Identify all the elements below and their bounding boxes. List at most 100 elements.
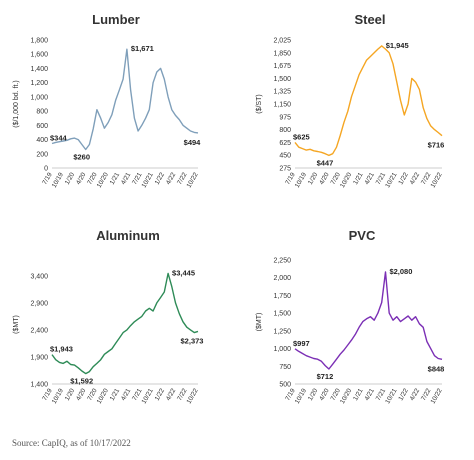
y-tick-label: 2,250 <box>273 258 291 265</box>
x-tick-label: 10/20 <box>339 171 353 189</box>
x-tick-label: 4/20 <box>75 171 88 186</box>
x-tick-label: 10/21 <box>384 387 398 405</box>
y-tick-label: 1,850 <box>273 50 291 57</box>
x-tick-label: 1/21 <box>109 171 122 186</box>
y-tick-label: 450 <box>279 153 291 160</box>
y-tick-label: 2,900 <box>30 300 48 307</box>
x-tick-label: 10/20 <box>96 171 110 189</box>
y-tick-label: 1,750 <box>273 293 291 300</box>
data-label: $447 <box>317 158 334 167</box>
y-tick-label: 1,325 <box>273 89 291 96</box>
y-tick-label: 1,500 <box>273 311 291 318</box>
x-tick-label: 4/21 <box>363 171 376 186</box>
x-tick-label: 4/22 <box>409 171 422 186</box>
y-axis-label-2: ($MT) <box>13 315 20 334</box>
y-tick-label: 1,900 <box>30 354 48 361</box>
y-axis-label-0: ($/1,000 bd. ft.) <box>13 80 20 127</box>
y-tick-label: 400 <box>36 137 48 144</box>
data-label: $1,945 <box>386 41 409 50</box>
x-tick-label: 1/22 <box>154 387 167 402</box>
x-tick-label: 1/20 <box>307 387 320 402</box>
y-tick-label: 1,500 <box>273 76 291 83</box>
data-label: $1,592 <box>70 377 93 386</box>
data-label: $2,373 <box>181 336 204 345</box>
x-tick-label: 10/22 <box>186 387 200 405</box>
chart-title-0: Lumber <box>92 12 140 27</box>
x-tick-label: 1/20 <box>307 171 320 186</box>
x-tick-label: 10/21 <box>141 387 155 405</box>
x-tick-label: 10/20 <box>339 387 353 405</box>
y-axis-label-1: ($/ST) <box>256 94 263 113</box>
x-tick-label: 4/20 <box>318 387 331 402</box>
x-tick-label: 4/22 <box>165 171 178 186</box>
y-tick-label: 750 <box>279 364 291 371</box>
x-tick-label: 1/21 <box>352 387 365 402</box>
y-tick-label: 1,800 <box>30 38 48 45</box>
data-label: $1,943 <box>50 345 73 354</box>
y-tick-label: 600 <box>36 123 48 130</box>
y-tick-label: 1,675 <box>273 63 291 70</box>
x-tick-label: 10/21 <box>384 171 398 189</box>
y-axis-label-3: ($MT) <box>256 313 263 332</box>
y-tick-label: 1,250 <box>273 328 291 335</box>
series-line-0 <box>51 48 199 151</box>
data-label: $848 <box>428 364 445 373</box>
data-label: $712 <box>317 372 334 381</box>
y-tick-label: 2,000 <box>273 275 291 282</box>
y-tick-label: 2,400 <box>30 327 48 334</box>
x-tick-label: 1/22 <box>397 387 410 402</box>
y-tick-label: 3,400 <box>30 273 48 280</box>
y-tick-label: 500 <box>279 382 291 389</box>
chart-title-3: PVC <box>349 228 376 243</box>
x-tick-label: 1/22 <box>397 171 410 186</box>
x-tick-label: 4/20 <box>318 171 331 186</box>
data-label: $997 <box>293 339 310 348</box>
y-tick-label: 975 <box>279 114 291 121</box>
data-label: $260 <box>73 153 90 162</box>
x-tick-label: 1/20 <box>64 387 77 402</box>
y-tick-label: 275 <box>279 166 291 173</box>
y-tick-label: 1,000 <box>273 346 291 353</box>
y-tick-label: 800 <box>279 127 291 134</box>
x-tick-label: 10/22 <box>430 387 444 405</box>
y-tick-label: 1,200 <box>30 80 48 87</box>
data-label: $344 <box>50 134 68 143</box>
data-label: $3,445 <box>172 268 195 277</box>
x-tick-label: 10/22 <box>430 171 444 189</box>
x-tick-label: 1/21 <box>352 171 365 186</box>
x-tick-label: 10/19 <box>294 387 308 405</box>
data-label: $1,671 <box>131 44 154 53</box>
x-tick-label: 10/19 <box>51 387 65 405</box>
y-tick-label: 1,400 <box>30 382 48 389</box>
x-tick-label: 4/21 <box>120 387 133 402</box>
data-label: $716 <box>428 141 445 150</box>
series-line-1 <box>294 45 443 157</box>
y-tick-label: 1,600 <box>30 52 48 59</box>
x-tick-label: 10/22 <box>186 171 200 189</box>
y-tick-label: 800 <box>36 109 48 116</box>
y-tick-label: 625 <box>279 140 291 147</box>
x-tick-label: 1/21 <box>109 387 122 402</box>
x-tick-label: 4/22 <box>409 387 422 402</box>
chart-title-2: Aluminum <box>96 228 160 243</box>
y-tick-label: 0 <box>44 166 48 173</box>
x-tick-label: 10/21 <box>141 171 155 189</box>
data-label: $2,080 <box>389 267 412 276</box>
x-tick-label: 4/20 <box>75 387 88 402</box>
series-line-2 <box>51 272 199 375</box>
y-tick-label: 200 <box>36 151 48 158</box>
series-line-3 <box>294 271 443 370</box>
x-tick-label: 4/22 <box>165 387 178 402</box>
data-label: $625 <box>293 132 310 141</box>
x-tick-label: 1/22 <box>154 171 167 186</box>
y-tick-label: 1,000 <box>30 94 48 101</box>
data-label: $494 <box>184 138 202 147</box>
x-tick-label: 10/19 <box>294 171 308 189</box>
x-tick-label: 4/21 <box>363 387 376 402</box>
x-tick-label: 10/20 <box>96 387 110 405</box>
y-tick-label: 1,400 <box>30 66 48 73</box>
source-note: Source: CapIQ, as of 10/17/2022 <box>12 438 131 448</box>
x-tick-label: 10/19 <box>51 171 65 189</box>
x-tick-label: 4/21 <box>120 171 133 186</box>
y-tick-label: 2,025 <box>273 38 291 45</box>
